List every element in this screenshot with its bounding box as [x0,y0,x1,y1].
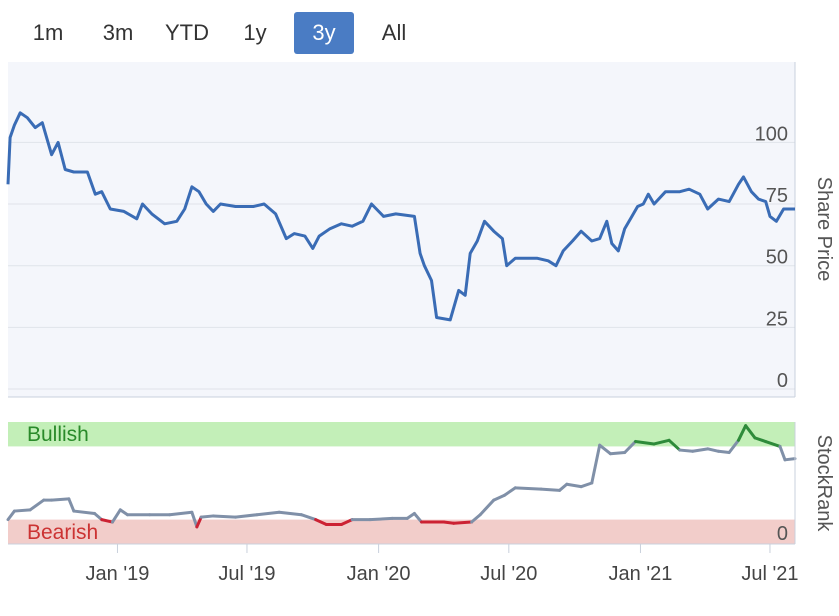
x-tick-label: Jul '19 [218,563,275,585]
stockrank-axis-label: StockRank [813,435,835,533]
stockrank-segment [93,512,104,522]
stockrank-segment [764,440,782,448]
stockrank-segment [368,516,394,522]
share-price-line [6,111,795,322]
stockrank-segment [652,438,671,446]
price-tick-label: 50 [766,247,788,269]
range-tab-3m[interactable]: 3m [102,20,134,45]
stockrank-segment [12,508,32,513]
stockrank-segment [277,510,303,517]
stockrank-segment [623,440,637,454]
x-axis: Jan '19 Jul '19 Jan '20 Jul '20 Jan '21 Jul '… [8,543,799,585]
stockrank-panel: Bullish Bearish 0 [6,422,797,545]
share-price-panel: 0 25 50 75 100 [6,62,796,398]
stockrank-segment [314,518,328,526]
stockrank-segment [558,482,569,492]
rank-band-bearish [8,519,795,544]
range-tab-3y[interactable]: 3y [294,12,354,54]
stockrank-segment [67,497,76,513]
range-tab-1m[interactable]: 1m [32,20,64,45]
price-tick-label: 25 [766,308,788,330]
x-tick-label: Jan '21 [609,563,673,585]
x-tick-label: Jul '20 [480,563,537,585]
price-tick-label: 75 [766,185,788,207]
x-tick-label: Jan '19 [86,563,150,585]
stockrank-segment [590,443,602,485]
stockrank-segment [190,510,199,529]
range-selector: 1m 3m YTD 1y 3y All [0,12,839,54]
range-tab-all[interactable]: All [381,20,407,45]
range-tab-ytd[interactable]: YTD [165,20,209,45]
stockrank-segment [452,520,474,525]
rank-band-label-bearish: Bearish [27,521,98,544]
stockrank-segment [72,509,97,515]
stockrank-segment [706,447,720,453]
stockrank-segment [579,481,594,489]
price-plot-background [8,62,795,397]
stockrank-segment [442,520,456,525]
stockrank-segment [255,510,281,517]
stockrank-segment [744,424,757,440]
stockrank-segment [478,498,496,517]
stockrank-segment [110,508,122,524]
stockrank-segment [503,486,517,497]
stockrank-segment [736,424,748,442]
stockrank-segment [199,514,215,519]
stockrank-segment [716,449,731,454]
x-tick-label: Jul '21 [741,563,798,585]
stockrank-segment [299,513,318,522]
range-tab-1y[interactable]: 1y [243,20,267,45]
rank-band-label-bullish: Bullish [27,423,89,446]
stockrank-segment [598,443,612,456]
price-tick-label: 100 [755,123,788,145]
stockrank-segment [492,493,507,502]
stockrank-segment [339,518,354,526]
stockrank-segment [727,438,740,454]
stockrank-segment [168,510,194,517]
stockrank-segment [470,513,482,524]
stockrank-segment [211,514,238,519]
stockrank-segment [778,444,787,462]
stockrank-segment [100,518,114,524]
stockrank-segment [195,515,203,529]
stockrank-segment [678,448,695,453]
stockrank-segment [6,509,16,522]
stockrank-segment [412,512,424,524]
stockrank-segment [691,447,710,453]
stockrank-segment [234,513,259,519]
stockrank-segment [565,482,583,489]
stockrank-segment [753,436,768,444]
price-tick-label: 0 [777,370,788,392]
stockrank-segment [50,497,71,502]
rank-band-bullish [8,422,795,447]
x-tick-label: Jan '20 [347,563,411,585]
stockrank-segment [633,440,656,446]
stockrank-segment [28,498,46,512]
stockrank-segment [667,438,682,452]
share-price-axis-label: Share Price [813,177,835,282]
rank-tick-label: 0 [777,523,788,545]
stockrank-segment [513,486,543,491]
stockrank-segment [539,487,562,492]
stockrank-segment [783,457,797,462]
stockrank-segment [608,451,627,456]
